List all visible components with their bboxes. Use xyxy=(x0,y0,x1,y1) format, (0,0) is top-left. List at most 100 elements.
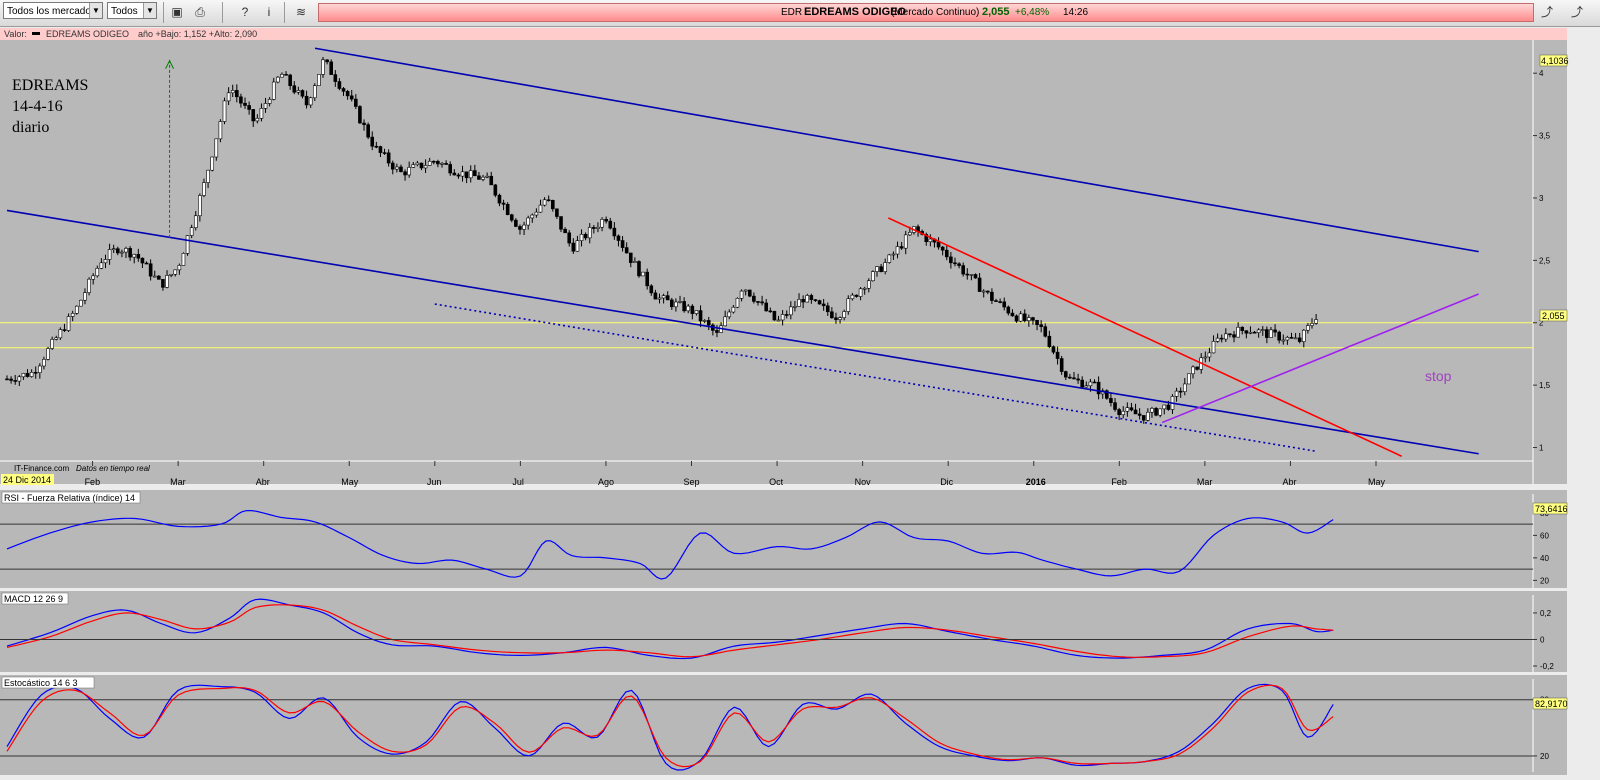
candle xyxy=(940,246,945,251)
lower-channel xyxy=(6,209,1479,455)
candle xyxy=(1240,326,1245,331)
candle xyxy=(1211,341,1216,354)
series-line xyxy=(6,604,1334,658)
candle xyxy=(165,275,169,288)
candle xyxy=(415,162,420,166)
candle xyxy=(1154,408,1158,416)
candle xyxy=(608,220,613,229)
candle xyxy=(784,314,789,316)
candle xyxy=(83,292,87,301)
candle xyxy=(42,359,46,367)
candle xyxy=(891,253,896,256)
candle xyxy=(317,74,321,86)
candle xyxy=(928,238,933,243)
candle xyxy=(854,294,859,297)
print-icon[interactable]: ⎙ xyxy=(195,5,205,19)
candle xyxy=(431,160,436,163)
candle xyxy=(1080,379,1084,388)
help-icon[interactable]: ? xyxy=(241,5,249,19)
candle xyxy=(998,301,1002,303)
candle xyxy=(481,176,485,180)
candle xyxy=(132,253,137,258)
macd-title: MACD 12 26 9 xyxy=(4,594,63,604)
candle xyxy=(1146,411,1150,421)
candle xyxy=(961,265,965,275)
candle xyxy=(1068,376,1072,379)
chart-icon[interactable]: ⤴ xyxy=(1540,5,1553,19)
market-select[interactable]: Todos los mercados ▼ xyxy=(3,2,103,19)
candle xyxy=(218,121,223,140)
main-header-label: Valor: xyxy=(4,29,27,39)
x-tick-label: May xyxy=(1368,477,1386,487)
y-tick-label: 20 xyxy=(1540,576,1549,585)
candle xyxy=(895,246,900,255)
candle xyxy=(103,259,108,264)
candle xyxy=(1043,326,1048,337)
candle xyxy=(1031,317,1035,321)
main-range: año +Bajo: 1,152 +Alto: 2,090 xyxy=(138,29,257,39)
chart-icon[interactable]: ⤴ xyxy=(1570,5,1583,19)
stoch-title-box xyxy=(1,676,95,689)
divider xyxy=(222,2,223,23)
main-series-name: EDREAMS ODIGEO xyxy=(46,29,129,39)
candle xyxy=(325,59,329,63)
candle xyxy=(649,285,654,294)
x-tick-label: Jun xyxy=(427,477,442,487)
candle xyxy=(1035,319,1039,325)
candle xyxy=(575,240,580,252)
candle xyxy=(374,145,379,148)
candle xyxy=(17,376,22,382)
quote-price: 2,055 xyxy=(982,6,1010,18)
info-icon[interactable]: i xyxy=(267,5,271,19)
candle xyxy=(362,122,366,125)
type-select[interactable]: Todos ▼ xyxy=(107,2,157,19)
candle xyxy=(760,301,764,304)
candle xyxy=(973,274,978,279)
candle xyxy=(358,106,362,124)
candle xyxy=(1232,334,1236,338)
candle xyxy=(263,103,268,109)
x-tick-label: Dic xyxy=(940,477,953,487)
candle xyxy=(821,303,826,307)
candle xyxy=(407,167,411,176)
candle xyxy=(1293,337,1298,340)
candle xyxy=(33,372,38,374)
candle xyxy=(1277,331,1281,341)
candle xyxy=(542,199,547,206)
annotation-line-3: diario xyxy=(12,119,49,136)
candle xyxy=(1285,337,1290,341)
quote-market: (Mercado Continuo) xyxy=(891,7,980,18)
candle xyxy=(1195,366,1199,370)
candle xyxy=(850,294,855,300)
stoch-value-badge xyxy=(1532,697,1568,710)
candle xyxy=(1055,351,1060,359)
candle xyxy=(1059,358,1064,372)
x-tick-label: Feb xyxy=(85,477,101,487)
red-downtrend xyxy=(887,217,1403,457)
y-tick-label: 0 xyxy=(1540,635,1545,644)
save-icon[interactable]: ▣ xyxy=(171,5,183,19)
dotted-channel xyxy=(434,303,1317,453)
chart-icon[interactable]: ≋ xyxy=(295,5,307,19)
candle xyxy=(986,290,990,293)
candle xyxy=(1092,381,1097,384)
candle xyxy=(538,204,543,213)
candle xyxy=(866,280,871,289)
candle xyxy=(284,74,288,76)
candle xyxy=(772,310,777,321)
candle xyxy=(468,170,473,179)
candle xyxy=(879,266,883,272)
candle xyxy=(768,310,773,313)
candle xyxy=(620,240,625,248)
candle xyxy=(908,232,912,236)
candle xyxy=(91,275,95,280)
candle xyxy=(1297,337,1302,342)
candle xyxy=(288,74,292,86)
y-tick-label: 60 xyxy=(1540,531,1549,540)
candle xyxy=(222,100,227,122)
candle xyxy=(66,316,71,331)
candle xyxy=(797,299,801,307)
candle xyxy=(292,85,297,93)
candle xyxy=(419,162,424,169)
candle xyxy=(276,76,280,83)
